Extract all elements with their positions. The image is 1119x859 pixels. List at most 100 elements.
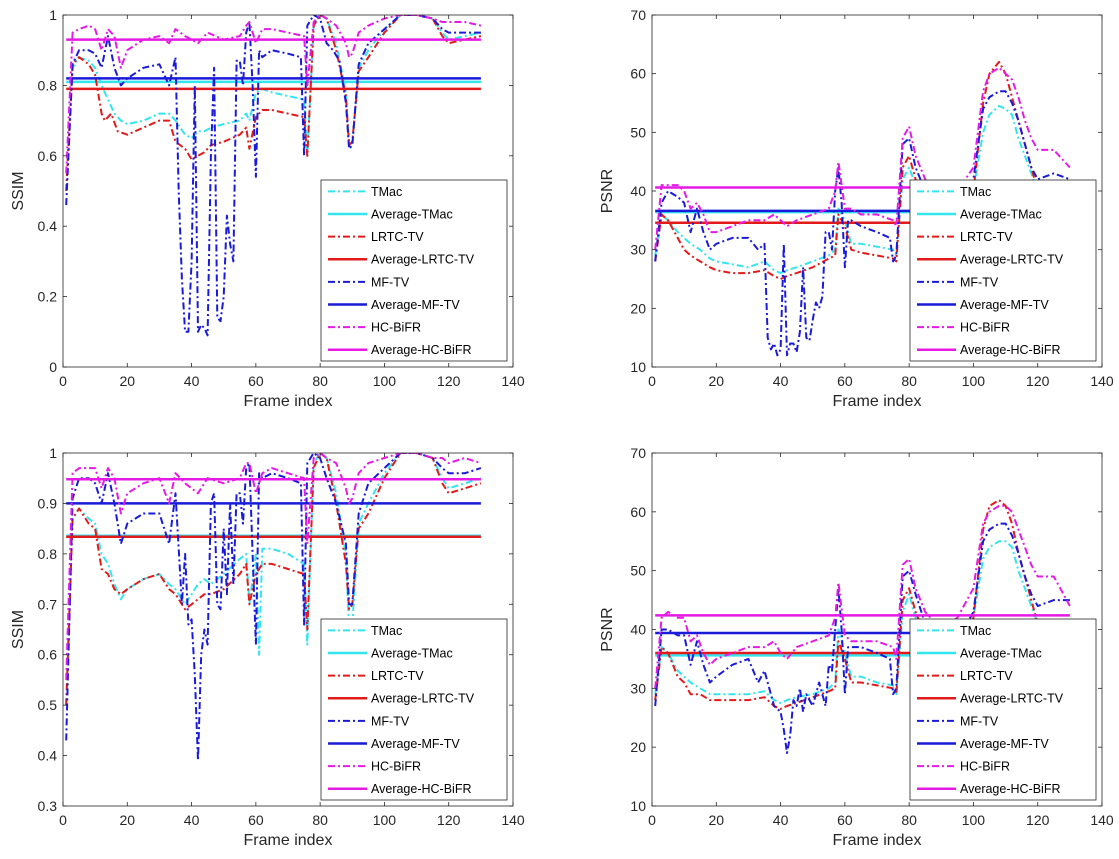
y-tick-label: 10 <box>630 359 646 375</box>
y-tick-label: 0.4 <box>38 748 58 764</box>
legend-label: HC-BiFR <box>960 321 1010 335</box>
x-tick-label: 100 <box>962 812 986 828</box>
legend-label: Average-TMac <box>371 646 453 660</box>
x-tick-label: 60 <box>837 812 853 828</box>
y-tick-label: 0.8 <box>38 546 58 562</box>
x-tick-label: 0 <box>648 373 656 389</box>
legend-label: Average-TMac <box>371 207 453 221</box>
y-tick-label: 40 <box>630 183 646 199</box>
legend-label: Average-LRTC-TV <box>371 692 475 706</box>
x-tick-label: 40 <box>773 373 789 389</box>
chart-panel-4: 0 20 40 60 80 100 120 140 10 20 30 40 50 60 70 Frame in… <box>599 445 1114 849</box>
y-tick-label: 40 <box>630 622 646 638</box>
y-tick-label: 20 <box>630 739 646 755</box>
legend-label: Average-HC-BiFR <box>960 343 1061 357</box>
series-line-hc-bifr <box>654 66 1071 250</box>
legend-label: Average-LRTC-TV <box>960 692 1064 706</box>
legend-label: Average-MF-TV <box>960 298 1049 312</box>
series-line-hc-bifr <box>65 15 482 174</box>
x-tick-label: 20 <box>119 812 135 828</box>
legend-label: Average-TMac <box>960 207 1042 221</box>
x-tick-label: 80 <box>901 812 917 828</box>
legend: TMac Average-TMac LRTC-TV Average-LRTC-TV MF… <box>320 618 508 801</box>
y-tick-label: 10 <box>630 798 646 814</box>
x-tick-label: 100 <box>962 373 986 389</box>
series-group <box>65 15 482 337</box>
x-tick-label: 20 <box>119 373 135 389</box>
x-tick-label: 20 <box>708 812 724 828</box>
legend-label: Average-LRTC-TV <box>371 253 475 267</box>
legend-label: MF-TV <box>960 275 999 289</box>
legend-label: Average-HC-BiFR <box>960 782 1061 796</box>
legend-label: MF-TV <box>960 714 999 728</box>
y-tick-label: 0.8 <box>38 77 58 93</box>
series-line-tmac <box>65 453 482 706</box>
series-line-mf-tv <box>65 453 482 762</box>
x-axis-label: Frame index <box>833 393 922 410</box>
legend-label: Average-LRTC-TV <box>960 253 1064 267</box>
series-line-mf-tv <box>65 15 481 337</box>
y-tick-label: 70 <box>630 445 646 461</box>
y-tick-label: 60 <box>630 504 646 520</box>
y-tick-label: 0.9 <box>38 495 58 511</box>
y-tick-label: 0.5 <box>38 697 58 713</box>
x-tick-label: 40 <box>184 812 200 828</box>
x-tick-label: 80 <box>312 812 328 828</box>
legend-label: MF-TV <box>371 275 410 289</box>
y-tick-label: 1 <box>49 445 57 461</box>
y-axis-label: SSIM <box>10 171 27 210</box>
y-axis-label: SSIM <box>10 610 27 649</box>
y-tick-label: 1 <box>49 7 57 23</box>
series-line-lrtc-tv <box>65 15 482 192</box>
legend-label: Average-MF-TV <box>960 737 1049 751</box>
y-tick-label: 50 <box>630 563 646 579</box>
x-tick-label: 120 <box>437 812 461 828</box>
series-group <box>65 453 482 762</box>
y-tick-label: 50 <box>630 124 646 140</box>
x-tick-label: 120 <box>1026 373 1050 389</box>
legend-label: HC-BiFR <box>371 760 421 774</box>
x-tick-label: 120 <box>1026 812 1050 828</box>
x-tick-label: 140 <box>501 812 525 828</box>
y-tick-label: 0 <box>49 359 57 375</box>
legend-label: TMac <box>960 624 991 638</box>
axes-box <box>62 452 514 807</box>
legend-label: HC-BiFR <box>960 760 1010 774</box>
axes-box <box>62 14 514 368</box>
chart-panel-1: 0 20 40 60 80 100 120 140 0 0.2 0.4 0.6 0.8 1 Frame in… <box>10 7 525 410</box>
y-tick-label: 20 <box>630 300 646 316</box>
y-tick-label: 60 <box>630 66 646 82</box>
legend-label: Average-HC-BiFR <box>371 343 472 357</box>
y-tick-label: 30 <box>630 242 646 258</box>
x-tick-label: 100 <box>373 812 397 828</box>
series-line-lrtc-tv <box>654 499 1070 710</box>
x-tick-label: 140 <box>501 373 525 389</box>
x-tick-label: 100 <box>373 373 397 389</box>
legend-label: LRTC-TV <box>960 669 1013 683</box>
chart-panel-3: 0 20 40 60 80 100 120 140 0.3 0.4 0.5 0.6 0.7 0.8 0.9 1… <box>10 445 525 849</box>
y-tick-label: 0.6 <box>38 647 58 663</box>
legend-label: TMac <box>960 185 991 199</box>
x-tick-label: 60 <box>248 373 264 389</box>
x-tick-label: 40 <box>773 812 789 828</box>
series-line-hc-bifr <box>654 504 1071 689</box>
legend-box <box>909 618 1097 801</box>
legend-label: Average-TMac <box>960 646 1042 660</box>
legend-label: LRTC-TV <box>371 669 424 683</box>
legend-label: Average-MF-TV <box>371 737 460 751</box>
series-line-mf-tv <box>654 522 1070 754</box>
series-line-lrtc-tv <box>65 453 482 706</box>
legend: TMac Average-TMac LRTC-TV Average-LRTC-TV MF… <box>909 179 1097 362</box>
x-axis-label: Frame index <box>244 832 333 849</box>
legend: TMac Average-TMac LRTC-TV Average-LRTC-TV MF… <box>320 179 508 362</box>
legend-label: LRTC-TV <box>960 230 1013 244</box>
y-tick-label: 70 <box>630 7 646 23</box>
legend-box <box>320 618 508 801</box>
y-tick-label: 30 <box>630 680 646 696</box>
legend-label: Average-HC-BiFR <box>371 782 472 796</box>
x-tick-label: 60 <box>248 812 264 828</box>
x-tick-label: 80 <box>901 373 917 389</box>
series-line-tmac <box>654 540 1070 704</box>
x-tick-label: 140 <box>1090 373 1114 389</box>
